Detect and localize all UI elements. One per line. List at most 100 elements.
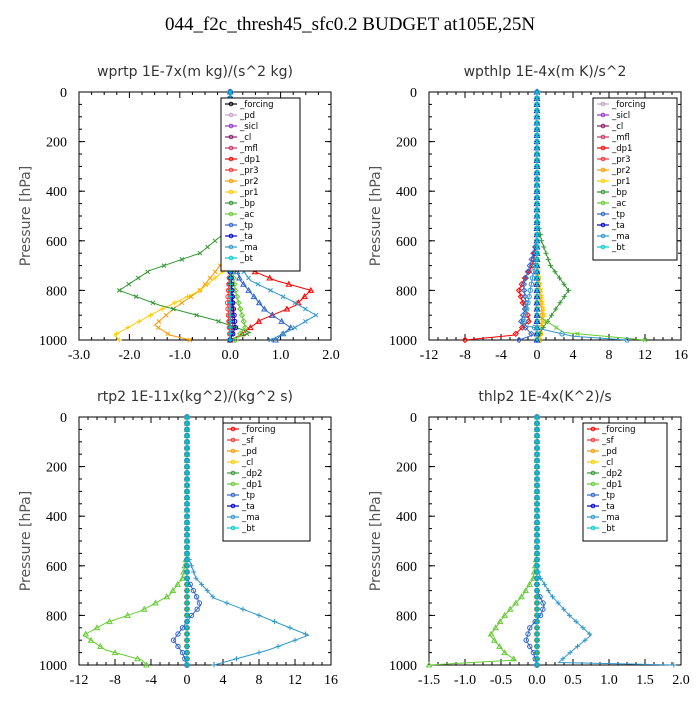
data-point [534, 414, 540, 420]
data-point [534, 476, 540, 482]
data-point [227, 294, 233, 300]
data-point [534, 644, 540, 649]
legend-label: _forcing [611, 100, 646, 110]
legend-label: _ma [241, 513, 260, 523]
legend-box [592, 97, 678, 261]
data-point [184, 439, 190, 445]
data-point [534, 427, 540, 432]
data-point [512, 330, 519, 338]
data-point [172, 300, 178, 306]
data-point [537, 594, 543, 600]
chart-panel-thlp2: thlp2 1E-4x(K^2)/s Pressure [hPa] 0 200 400 6… [368, 389, 690, 688]
data-point [527, 643, 533, 650]
data-point [530, 649, 537, 656]
data-point [199, 581, 205, 587]
legend-marker [590, 525, 596, 531]
data-point [212, 238, 218, 244]
legend-label: _forcing [241, 425, 276, 435]
data-point [534, 325, 540, 330]
legend-label: _ta [239, 232, 253, 242]
data-point [93, 624, 101, 631]
legend-marker [600, 178, 606, 184]
data-point [567, 650, 573, 656]
data-point [184, 563, 190, 569]
data-point [575, 643, 580, 649]
data-point [184, 656, 190, 662]
data-point [292, 637, 298, 643]
x-tick-label: -1.5 [418, 673, 440, 688]
data-point [525, 300, 531, 306]
data-point [534, 551, 540, 556]
data-point [534, 489, 540, 494]
data-point [184, 476, 190, 482]
data-point [227, 325, 233, 331]
x-tick-label: 0 [184, 673, 191, 688]
data-point [175, 643, 181, 650]
data-point [534, 312, 540, 318]
data-point [534, 133, 540, 138]
legend-marker [228, 211, 234, 217]
legend-label: _pr3 [239, 166, 259, 176]
data-point [587, 631, 593, 637]
data-point [537, 612, 544, 619]
data-point [534, 182, 540, 188]
data-point [187, 337, 193, 343]
data-point [534, 238, 540, 244]
chart-panel-rtp2: rtp2 1E-11x(kg^2)/(kg^2 s) Pressure [hPa]… [18, 389, 338, 688]
x-tick-label: 4 [220, 673, 227, 688]
data-point [534, 102, 540, 107]
legend-label: _ma [611, 232, 630, 242]
legend-marker [590, 481, 596, 487]
data-point [197, 250, 203, 256]
legend-marker [590, 503, 596, 509]
data-point [534, 631, 540, 637]
data-point [566, 287, 571, 293]
data-point [541, 244, 547, 250]
x-tick-label: 1.5 [636, 673, 654, 688]
data-point [227, 281, 233, 287]
data-point [163, 593, 171, 600]
data-point [242, 324, 249, 331]
data-point [534, 557, 540, 562]
y-tick-label: 200 [46, 136, 67, 151]
data-point [156, 325, 161, 330]
data-point [534, 575, 540, 581]
data-point [534, 337, 540, 343]
data-point [266, 274, 274, 281]
data-point [171, 306, 176, 312]
data-point [529, 275, 536, 281]
legend-marker [600, 200, 606, 206]
data-point [184, 582, 190, 587]
legend-marker [228, 123, 234, 129]
legend-label: _bp [239, 199, 255, 209]
data-point [526, 293, 532, 300]
data-point [534, 294, 540, 299]
series-line-dp1 [82, 417, 188, 666]
data-point [544, 319, 549, 324]
data-point [534, 139, 540, 144]
y-tick-label: 800 [46, 609, 67, 624]
data-point [159, 306, 165, 312]
legend-label: _sf [241, 436, 255, 446]
y-axis-label: Pressure [hPa] [18, 491, 34, 591]
data-point [533, 336, 541, 343]
data-point [534, 250, 540, 256]
data-point [292, 325, 298, 330]
y-tick-label: 200 [396, 461, 417, 476]
x-tick-label: -2.0 [118, 348, 140, 363]
legend-marker [230, 525, 236, 531]
data-point [518, 593, 525, 600]
legend-label: _dp1 [611, 144, 632, 154]
legend-label: _ac [611, 199, 626, 209]
legend-marker [600, 101, 606, 107]
data-point [524, 306, 530, 312]
legend-label: _cl [611, 122, 623, 132]
data-point [534, 281, 540, 287]
y-tick-label: 1000 [389, 334, 417, 349]
series-line-pr2 [153, 92, 231, 341]
data-point [560, 656, 566, 662]
x-tick-label: -1.0 [454, 673, 476, 688]
data-point [534, 269, 540, 275]
data-point [245, 286, 253, 293]
y-tick-label: 600 [396, 235, 417, 250]
